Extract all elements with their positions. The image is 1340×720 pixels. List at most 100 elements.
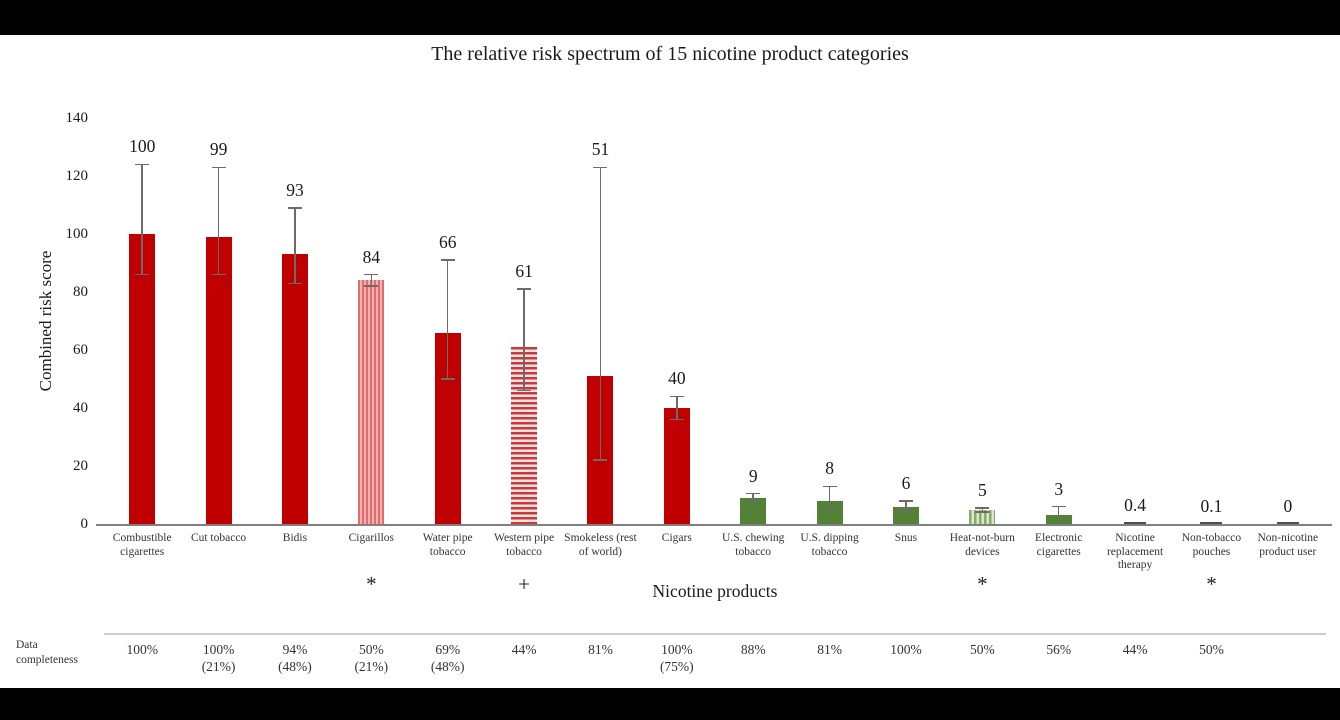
bar-cigars <box>663 408 690 524</box>
completeness-value: 44% <box>1122 642 1148 657</box>
bar-value-label: 99 <box>209 139 228 160</box>
completeness-value: 100% (21%) <box>201 642 236 674</box>
error-bar-cap-bottom <box>135 273 150 276</box>
category-label: Smokeless (rest of world) <box>564 532 637 558</box>
bar-value-label: 66 <box>438 232 457 253</box>
error-bar-line <box>217 167 220 275</box>
error-bar-line <box>523 289 525 391</box>
error-bar-cap-top <box>517 288 532 290</box>
completeness-value: 81% <box>817 642 842 657</box>
category-label: Electronic cigarettes <box>1035 532 1083 558</box>
x-axis-line <box>96 524 1332 526</box>
error-bar-line <box>370 274 373 287</box>
significance-marker: * <box>1206 572 1217 596</box>
completeness-value: 50% (21%) <box>354 642 389 674</box>
bar-cigarillos <box>358 280 385 524</box>
error-bar-cap-bottom <box>287 282 302 285</box>
error-bar-cap-bottom <box>364 285 379 287</box>
y-axis-tick-label: 140 <box>65 110 89 126</box>
bar-value-label: 84 <box>362 246 381 267</box>
bar-value-label: 0.4 <box>1124 494 1146 515</box>
bar-value-label: 8 <box>825 458 834 479</box>
completeness-value: 94% (48%) <box>278 642 312 674</box>
error-bar-cap-top <box>975 507 990 509</box>
bar-value-label: 40 <box>668 368 686 389</box>
y-axis-tick-label: 120 <box>65 168 89 184</box>
error-bar-cap-top <box>822 485 837 488</box>
error-bar-cap-top <box>440 259 455 261</box>
category-label: U.S. chewing tobacco <box>722 532 785 558</box>
completeness-row-label: Data completeness <box>16 639 78 666</box>
completeness-value: 100% <box>890 642 922 657</box>
completeness-value: 81% <box>588 642 613 657</box>
error-bar-line <box>1057 506 1060 523</box>
error-bar-line <box>905 500 907 511</box>
plot-area: 0 20 40 60 80 100 120 140 100 Combustible cigaret… <box>0 35 1340 688</box>
error-bar-cap-top <box>746 492 761 495</box>
y-axis-tick-label: 40 <box>73 400 88 416</box>
category-label: Water pipe tobacco <box>422 532 473 558</box>
error-bar-cap-bottom <box>517 389 532 392</box>
category-label: Non-nicotine product user <box>1257 532 1319 558</box>
bar-value-label: 3 <box>1054 478 1064 499</box>
error-bar-line <box>981 508 984 512</box>
y-axis-tick-label: 60 <box>73 342 88 358</box>
completeness-value: 56% <box>1046 642 1072 657</box>
bar-value-label: 0.1 <box>1200 495 1223 516</box>
category-label: Cigars <box>661 532 692 544</box>
category-label: Western pipe tobacco <box>494 532 555 558</box>
bar-combustible-cigarettes <box>129 234 156 524</box>
error-bar-cap-top <box>593 166 608 169</box>
category-label: Cigarillos <box>348 532 394 544</box>
error-bar-cap-top <box>898 500 913 502</box>
chart-area: The relative risk spectrum of 15 nicotin… <box>0 35 1340 688</box>
category-label: Snus <box>894 532 918 544</box>
error-bar-cap-bottom <box>746 502 761 505</box>
error-bar-line <box>294 207 296 284</box>
significance-marker: + <box>518 572 530 596</box>
bar-value-label: 6 <box>901 472 911 493</box>
y-axis-tick-label: 20 <box>73 458 88 474</box>
bar-value-label: 61 <box>515 261 533 282</box>
error-bar-cap-bottom <box>975 511 990 513</box>
significance-marker: * <box>977 572 988 596</box>
letterbox-top <box>0 0 1340 35</box>
significance-marker: * <box>366 572 377 596</box>
bar-u-s-dipping-tobacco <box>816 500 843 524</box>
bar-value-label: 0 <box>1283 496 1293 516</box>
letterbox-bottom <box>0 688 1340 720</box>
category-label: U.S. dipping tobacco <box>800 532 859 558</box>
completeness-value: 50% <box>969 642 995 657</box>
category-label: Combustible cigarettes <box>112 532 172 558</box>
y-axis-tick-label: 0 <box>80 516 89 532</box>
error-bar-cap-top <box>211 166 226 169</box>
bar-value-label: 100 <box>129 136 156 157</box>
completeness-value: 44% <box>511 642 537 657</box>
bar-value-label: 5 <box>977 480 987 501</box>
error-bar-cap-bottom <box>898 510 913 512</box>
category-label: Cut tobacco <box>190 532 247 544</box>
completeness-value: 100% <box>126 642 158 657</box>
y-axis-tick-label: 100 <box>65 226 89 242</box>
bar-non-nicotine-product-user <box>1276 522 1299 524</box>
completeness-value: 100% (75%) <box>659 642 694 674</box>
error-bar-line <box>676 396 678 420</box>
completeness-value: 88% <box>740 642 766 657</box>
completeness-separator-line <box>104 633 1326 635</box>
error-bar-cap-top <box>135 163 150 166</box>
completeness-value: 69% (48%) <box>430 642 465 674</box>
error-bar-cap-bottom <box>669 418 684 421</box>
bar-value-label: 9 <box>748 465 758 486</box>
error-bar-line <box>752 493 754 504</box>
error-bar-cap-bottom <box>440 378 455 380</box>
chart-title: The relative risk spectrum of 15 nicotin… <box>431 43 909 65</box>
bar-value-label: 51 <box>591 139 610 160</box>
error-bar-cap-bottom <box>593 459 608 461</box>
bar-non-tobacco-pouches <box>1200 522 1223 524</box>
error-bar-cap-top <box>1051 505 1066 508</box>
category-label: Non-tobacco pouches <box>1181 532 1242 558</box>
error-bar-line <box>141 164 143 275</box>
y-axis-tick-label: 80 <box>73 284 88 300</box>
error-bar-cap-top <box>364 273 379 276</box>
